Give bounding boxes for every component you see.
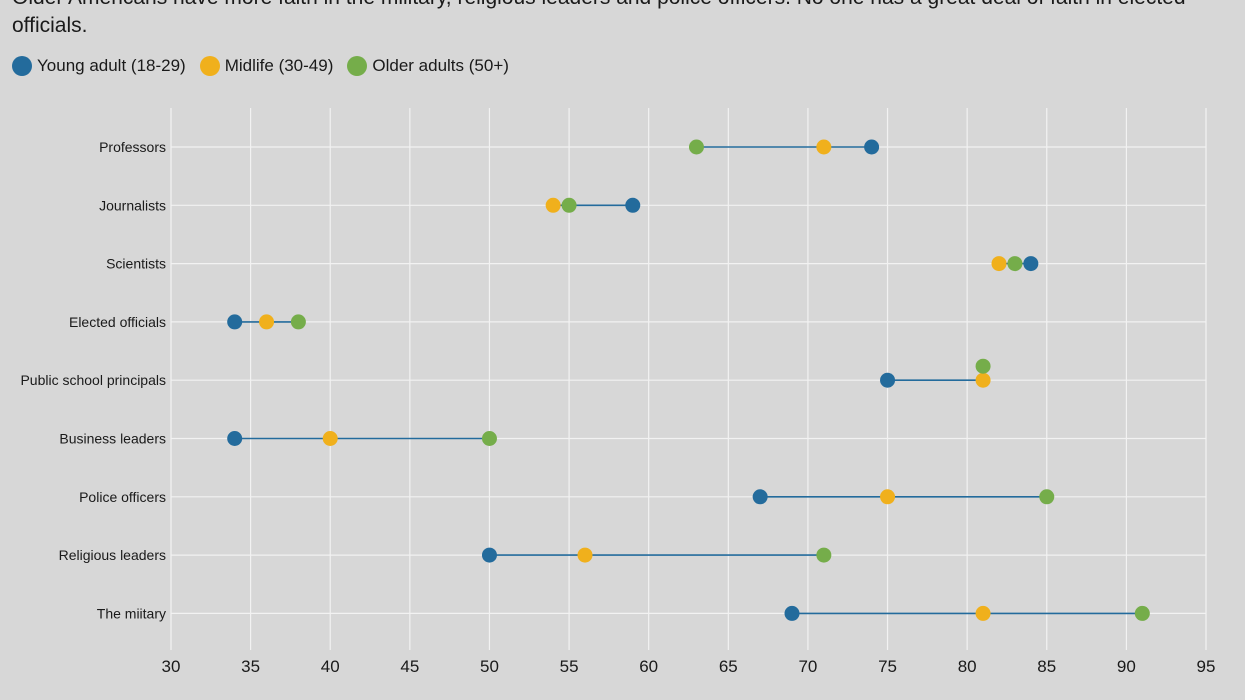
dot-midlife [816, 139, 832, 155]
x-tick-label: 40 [321, 657, 340, 676]
legend-swatch-older [347, 56, 368, 76]
dot-older [1134, 605, 1150, 621]
dot-older [290, 314, 306, 330]
x-tick-label: 45 [400, 657, 419, 676]
category-label: Professors [99, 139, 166, 155]
category-label: Business leaders [59, 431, 166, 447]
dot-young [880, 372, 896, 388]
legend-swatch-young [12, 56, 32, 76]
x-tick-label: 50 [480, 657, 499, 676]
x-tick-label: 60 [639, 657, 658, 676]
x-tick-label: 75 [878, 657, 897, 676]
x-tick-label: 80 [958, 657, 977, 676]
legend-label-midlife: Midlife (30-49) [224, 56, 334, 75]
dot-young [227, 314, 243, 330]
dot-young [1023, 256, 1039, 272]
x-tick-label: 70 [798, 657, 817, 676]
category-label: Religious leaders [59, 547, 166, 563]
dot-young [227, 431, 243, 446]
x-tick-label: 30 [162, 657, 181, 676]
dot-midlife [975, 372, 991, 388]
legend-label-older: Older adults (50+) [372, 56, 509, 75]
dot-older [481, 431, 497, 446]
dot-midlife [545, 197, 561, 213]
dot-midlife [577, 547, 593, 563]
category-label: Scientists [106, 256, 166, 272]
dot-older [1007, 256, 1023, 272]
category-label: Police officers [79, 489, 166, 505]
category-label: Public school principals [20, 372, 166, 388]
x-tick-label: 95 [1197, 657, 1216, 676]
dot-older [975, 358, 991, 374]
legend-item-midlife: Midlife (30-49) [199, 56, 334, 76]
chart-subtitle: Older Americans have more faith in the m… [12, 0, 1186, 37]
dot-young [864, 139, 880, 155]
dot-midlife [991, 256, 1007, 272]
category-label: Journalists [99, 197, 166, 213]
x-tick-label: 55 [560, 657, 579, 676]
dot-young [625, 197, 641, 213]
x-tick-label: 85 [1037, 657, 1056, 676]
dot-older [688, 139, 704, 155]
dot-young [481, 547, 497, 563]
legend: Young adult (18-29) Midlife (30-49) Olde… [12, 56, 523, 76]
legend-item-older: Older adults (50+) [347, 56, 509, 76]
legend-label-young: Young adult (18-29) [37, 56, 186, 75]
dot-midlife [259, 314, 275, 330]
dot-midlife [880, 489, 896, 505]
legend-swatch-midlife [199, 56, 220, 76]
dot-midlife [975, 605, 991, 621]
legend-item-young: Young adult (18-29) [12, 56, 186, 76]
x-tick-label: 35 [241, 657, 260, 676]
x-tick-label: 65 [719, 657, 738, 676]
dot-midlife [322, 431, 338, 446]
dot-older [561, 197, 577, 213]
category-label: Elected officials [69, 314, 166, 330]
category-label: The miitary [97, 605, 166, 621]
dot-young [784, 605, 800, 621]
dot-older [1039, 489, 1055, 505]
x-tick-label: 90 [1117, 657, 1136, 676]
dot-young [752, 489, 768, 505]
dot-older [816, 547, 832, 563]
